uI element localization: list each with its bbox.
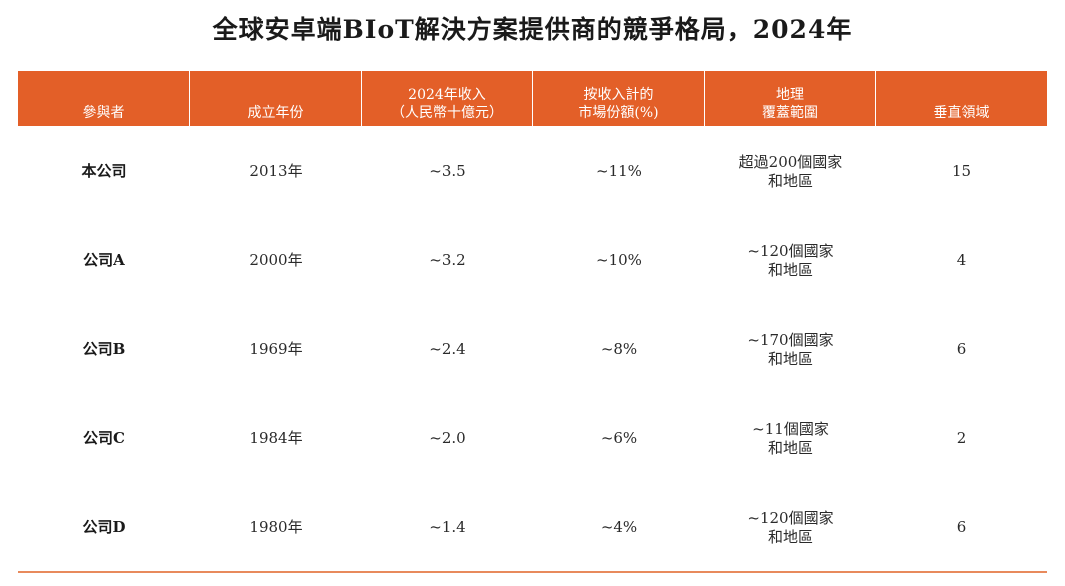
verticals-cell: 4 bbox=[876, 216, 1047, 305]
participant-name: 公司B bbox=[82, 340, 126, 358]
participant-name: 本公司 bbox=[81, 162, 127, 180]
coverage-line1: ~170個國家 bbox=[747, 330, 834, 349]
revenue-cell: ~2.4 bbox=[362, 305, 533, 394]
participant-cell: 公司A bbox=[18, 216, 190, 305]
share-cell: ~4% bbox=[533, 483, 705, 572]
header-participant-label: 參與者 bbox=[82, 105, 125, 121]
participant-name: 公司D bbox=[82, 518, 126, 536]
participant-cell: 公司D bbox=[18, 483, 190, 572]
founded-cell: 1980年 bbox=[190, 483, 362, 572]
coverage-cell: ~170個國家 和地區 bbox=[705, 305, 876, 394]
revenue-value: ~3.2 bbox=[429, 251, 466, 269]
coverage-line2: 和地區 bbox=[767, 260, 813, 279]
participant-cell: 公司C bbox=[18, 394, 190, 483]
revenue-value: ~3.5 bbox=[429, 162, 466, 180]
header-market-share: 按收入計的 市場份額(%) bbox=[533, 71, 705, 126]
coverage-cell: ~11個國家 和地區 bbox=[705, 394, 876, 483]
header-founded-label: 成立年份 bbox=[247, 105, 304, 121]
founded-value: 1984年 bbox=[249, 429, 303, 447]
revenue-value: ~2.0 bbox=[429, 429, 466, 447]
table-header: 參與者 成立年份 2024年收入 （人民幣十億元） 按收入計的 市場份額(%) … bbox=[18, 71, 1047, 126]
bottom-divider bbox=[18, 571, 1047, 573]
verticals-cell: 6 bbox=[876, 483, 1047, 572]
share-cell: ~10% bbox=[533, 216, 705, 305]
header-market-share-line2: 市場份額(%) bbox=[578, 105, 659, 121]
table-row: 本公司 2013年 ~3.5 ~11% 超過200個國家 和地區 15 bbox=[18, 127, 1047, 216]
coverage-line2: 和地區 bbox=[767, 527, 813, 546]
verticals-cell: 2 bbox=[876, 394, 1047, 483]
share-cell: ~6% bbox=[533, 394, 705, 483]
participant-cell: 本公司 bbox=[18, 127, 190, 216]
participant-cell: 公司B bbox=[18, 305, 190, 394]
table-row: 公司B 1969年 ~2.4 ~8% ~170個國家 和地區 6 bbox=[18, 305, 1047, 394]
share-value: ~8% bbox=[600, 340, 638, 358]
table-row: 公司A 2000年 ~3.2 ~10% ~120個國家 和地區 4 bbox=[18, 216, 1047, 305]
header-revenue-line1: 2024年收入 bbox=[408, 87, 486, 103]
header-coverage-line1: 地理 bbox=[776, 87, 804, 103]
coverage-line1: ~11個國家 bbox=[752, 419, 829, 438]
revenue-value: ~1.4 bbox=[429, 518, 466, 536]
revenue-cell: ~3.5 bbox=[362, 127, 533, 216]
header-verticals-label: 垂直領域 bbox=[933, 105, 990, 121]
coverage-cell: ~120個國家 和地區 bbox=[705, 483, 876, 572]
competition-table: 參與者 成立年份 2024年收入 （人民幣十億元） 按收入計的 市場份額(%) … bbox=[18, 71, 1047, 572]
founded-value: 2013年 bbox=[249, 162, 303, 180]
verticals-cell: 15 bbox=[876, 127, 1047, 216]
coverage-line2: 和地區 bbox=[767, 171, 813, 190]
header-market-share-line1: 按收入計的 bbox=[583, 87, 654, 103]
share-value: ~10% bbox=[596, 251, 642, 269]
share-value: ~4% bbox=[600, 518, 638, 536]
participant-name: 公司C bbox=[83, 429, 125, 447]
founded-cell: 1969年 bbox=[190, 305, 362, 394]
participant-name: 公司A bbox=[83, 251, 125, 269]
founded-value: 2000年 bbox=[249, 251, 303, 269]
coverage-line1: ~120個國家 bbox=[747, 508, 834, 527]
share-cell: ~11% bbox=[533, 127, 705, 216]
coverage-line2: 和地區 bbox=[767, 349, 813, 368]
coverage-cell: ~120個國家 和地區 bbox=[705, 216, 876, 305]
verticals-cell: 6 bbox=[876, 305, 1047, 394]
table-row: 公司C 1984年 ~2.0 ~6% ~11個國家 和地區 2 bbox=[18, 394, 1047, 483]
coverage-cell: 超過200個國家 和地區 bbox=[705, 127, 876, 216]
verticals-value: 6 bbox=[956, 340, 967, 358]
page-title: 全球安卓端BIoT解決方案提供商的競爭格局，2024年 bbox=[212, 15, 853, 44]
revenue-cell: ~1.4 bbox=[362, 483, 533, 572]
share-value: ~6% bbox=[600, 429, 638, 447]
founded-cell: 1984年 bbox=[190, 394, 362, 483]
table-row: 公司D 1980年 ~1.4 ~4% ~120個國家 和地區 6 bbox=[18, 483, 1047, 572]
revenue-value: ~2.4 bbox=[429, 340, 466, 358]
coverage-line2: 和地區 bbox=[767, 438, 813, 457]
verticals-value: 2 bbox=[956, 429, 967, 447]
founded-cell: 2000年 bbox=[190, 216, 362, 305]
header-verticals: 垂直領域 bbox=[876, 71, 1047, 126]
revenue-cell: ~2.0 bbox=[362, 394, 533, 483]
founded-cell: 2013年 bbox=[190, 127, 362, 216]
header-coverage-line2: 覆蓋範圍 bbox=[762, 105, 818, 121]
table-body: 本公司 2013年 ~3.5 ~11% 超過200個國家 和地區 15 公司A … bbox=[18, 127, 1047, 572]
header-participant: 參與者 bbox=[18, 71, 190, 126]
header-revenue-line2: （人民幣十億元） bbox=[391, 105, 503, 121]
header-founded: 成立年份 bbox=[190, 71, 362, 126]
revenue-cell: ~3.2 bbox=[362, 216, 533, 305]
verticals-value: 6 bbox=[956, 518, 967, 536]
header-coverage: 地理 覆蓋範圍 bbox=[705, 71, 876, 126]
coverage-line1: 超過200個國家 bbox=[738, 152, 843, 171]
verticals-value: 15 bbox=[951, 162, 972, 180]
verticals-value: 4 bbox=[956, 251, 967, 269]
share-cell: ~8% bbox=[533, 305, 705, 394]
coverage-line1: ~120個國家 bbox=[747, 241, 834, 260]
share-value: ~11% bbox=[596, 162, 642, 180]
header-revenue: 2024年收入 （人民幣十億元） bbox=[362, 71, 533, 126]
founded-value: 1980年 bbox=[249, 518, 303, 536]
founded-value: 1969年 bbox=[249, 340, 303, 358]
